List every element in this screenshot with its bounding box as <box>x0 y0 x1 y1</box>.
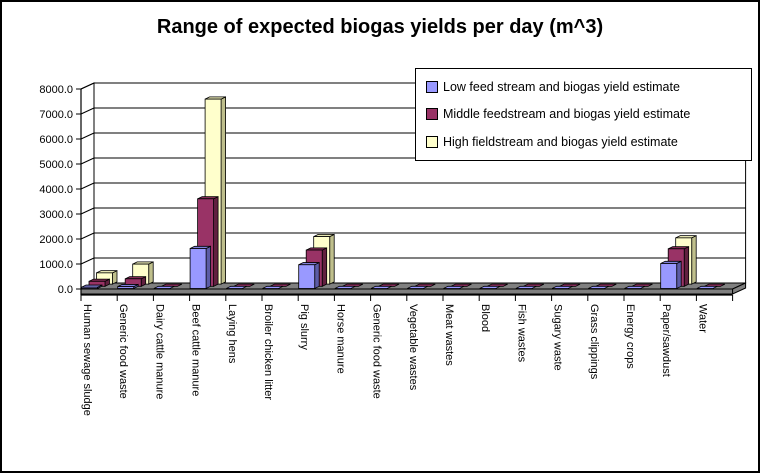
y-axis-tick-label: 8000.0 <box>39 84 73 96</box>
x-axis-category-label: Horse manure <box>334 304 346 374</box>
bar-flat-s0-Horse manure[interactable] <box>334 285 356 289</box>
y-axis-depth-line <box>80 157 95 165</box>
x-axis-category-label: Generic food waste <box>371 304 383 399</box>
y-axis-tick-label: 2000.0 <box>39 234 73 246</box>
legend-swatch-series-0 <box>426 80 438 93</box>
y-axis-tick-label: 4000.0 <box>39 184 73 196</box>
legend-swatch-series-2 <box>426 136 438 149</box>
y-axis-tick-label: 3000.0 <box>39 209 73 221</box>
y-axis-tick-label: 1000.0 <box>39 259 73 271</box>
x-axis-category-label: Vegetable wastes <box>407 304 419 391</box>
x-axis-category-label: Sugary waste <box>552 304 564 371</box>
x-axis-category-label: Paper/sawdust <box>660 304 672 377</box>
legend-swatch-series-1 <box>426 108 438 121</box>
y-axis-tick-label: 0.0 <box>58 284 73 296</box>
x-axis-category-label: Energy crops <box>624 304 636 369</box>
chart-legend[interactable]: Low feed stream and biogas yield estimat… <box>415 68 752 161</box>
bar-flat-s0-Vegetable wastes[interactable] <box>407 285 428 289</box>
bar-flat-s0-Sugary waste[interactable] <box>551 285 573 289</box>
bar-s0-Paper/sawdust[interactable] <box>660 263 678 289</box>
x-axis-category-label: Water <box>696 304 708 333</box>
x-axis-category-label: Broiler chicken litter <box>262 304 274 400</box>
bar-flat-s0-Meat wastes[interactable] <box>443 285 465 289</box>
x-axis-category-label: Blood <box>479 304 491 332</box>
y-axis-tick-label: 6000.0 <box>39 134 73 146</box>
plot-floor-front <box>80 288 734 295</box>
bar-side-s2-Beef cattle manure[interactable] <box>220 96 227 285</box>
bar-flat-s0-Dairy cattle manure[interactable] <box>153 285 175 289</box>
bar-s0-Human sewage sludge[interactable] <box>81 286 98 289</box>
legend-item[interactable]: Low feed stream and biogas yield estimat… <box>426 80 751 94</box>
bar-s0-Generic food waste[interactable] <box>117 286 135 289</box>
legend-label: High fieldstream and biogas yield estima… <box>443 135 678 150</box>
bar-flat-s0-Energy crops[interactable] <box>624 285 646 289</box>
x-axis-category-label: Grass clippings <box>588 304 600 380</box>
y-axis-depth-line <box>80 207 95 215</box>
bar-side-s2-Generic food waste[interactable] <box>148 261 154 285</box>
y-axis-depth-line <box>80 257 95 265</box>
bar-flat-s0-Water[interactable] <box>696 285 718 289</box>
x-axis-category-label: Generic food waste <box>117 304 129 399</box>
x-axis-category-label: Human sewage sludge <box>81 304 93 416</box>
y-axis-depth-line <box>80 182 95 190</box>
x-axis-category-label: Laying hens <box>226 304 238 364</box>
legend-label: Low feed stream and biogas yield estimat… <box>443 79 680 94</box>
x-axis-category-label: Dairy cattle manure <box>153 304 165 399</box>
x-axis-category-label: Fish wastes <box>515 304 527 363</box>
bar-side-s0-Beef cattle manure[interactable] <box>205 245 212 290</box>
bar-side-s1-Paper/sawdust[interactable] <box>683 245 690 287</box>
bar-side-s2-Pig slurry[interactable] <box>329 233 335 285</box>
y-axis-depth-line <box>80 232 95 240</box>
legend-item[interactable]: High fieldstream and biogas yield estima… <box>426 135 751 149</box>
y-axis-tick-label: 5000.0 <box>39 159 73 171</box>
bar-flat-s0-Grass clippings[interactable] <box>588 285 609 289</box>
y-axis-depth-line <box>80 107 95 115</box>
y-axis-depth-line <box>80 132 95 140</box>
y-axis-depth-line <box>80 82 95 90</box>
x-axis-category-label: Meat wastes <box>443 304 455 366</box>
plot-floor-side <box>732 282 747 295</box>
bar-flat-s0-Generic food waste[interactable] <box>370 285 392 289</box>
bar-side-s1-Beef cattle manure[interactable] <box>213 195 219 287</box>
legend-label: Middle feedstream and biogas yield estim… <box>443 107 691 122</box>
legend-item[interactable]: Middle feedstream and biogas yield estim… <box>426 107 751 121</box>
bar-flat-s0-Broiler chicken litter[interactable] <box>262 285 284 289</box>
bar-side-s0-Pig slurry[interactable] <box>314 261 320 290</box>
bar-flat-s0-Blood[interactable] <box>479 285 501 289</box>
chart-title: Range of expected biogas yields per day … <box>156 16 604 38</box>
x-axis-category-label: Pig slurry <box>298 304 310 350</box>
x-axis-category-label: Beef cattle manure <box>190 304 202 396</box>
bar-side-s0-Paper/sawdust[interactable] <box>676 260 682 290</box>
bar-s0-Beef cattle manure[interactable] <box>189 248 207 289</box>
bar-s0-Pig slurry[interactable] <box>298 264 316 289</box>
bar-flat-s0-Laying hens[interactable] <box>226 285 247 289</box>
y-axis-tick-label: 7000.0 <box>39 109 73 121</box>
bar-flat-s0-Fish wastes[interactable] <box>515 285 537 289</box>
bar-side-s1-Pig slurry[interactable] <box>321 247 328 287</box>
bar-side-s2-Paper/sawdust[interactable] <box>691 235 697 285</box>
